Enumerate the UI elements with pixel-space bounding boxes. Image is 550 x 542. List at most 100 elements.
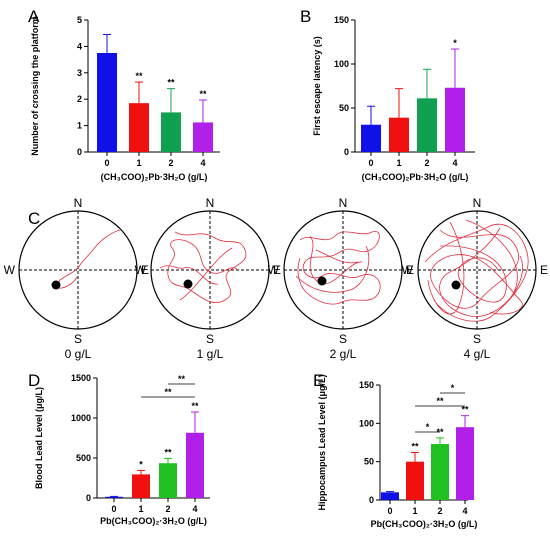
y-tick-label: 2 <box>77 94 82 104</box>
x-tick-label: 2 <box>168 158 173 168</box>
y-axis-title: First escape latency (s) <box>312 36 322 136</box>
x-tick-label: 2 <box>424 158 429 168</box>
comparison-label: ** <box>436 396 444 406</box>
y-tick-label: 50 <box>364 457 374 467</box>
y-axis-title: Blood Lead Level (μg/L) <box>34 387 44 489</box>
y-axis-title: Number of crossing the platform <box>30 16 40 156</box>
x-tick-label: 4 <box>200 158 205 168</box>
y-tick-label: 50 <box>339 103 349 113</box>
y-tick-label: 100 <box>359 418 374 428</box>
comparison-label: ** <box>164 387 172 397</box>
y-tick-label: 150 <box>334 15 349 25</box>
bar <box>193 122 213 152</box>
comparison-label: * <box>451 383 455 393</box>
south-label: S <box>339 332 347 346</box>
y-tick-label: 0 <box>344 147 349 157</box>
y-tick-label: 4 <box>77 41 82 51</box>
bar <box>97 53 117 152</box>
significance-label: ** <box>411 441 419 451</box>
bar <box>159 463 177 498</box>
y-tick-label: 1000 <box>71 413 91 423</box>
north-label: N <box>74 196 83 210</box>
south-label: S <box>206 332 214 346</box>
east-label: E <box>141 263 149 277</box>
maze-caption: 1 g/L <box>197 347 224 361</box>
x-tick-label: 4 <box>462 506 467 516</box>
y-tick-label: 1 <box>77 121 82 131</box>
x-tick-label: 1 <box>412 506 417 516</box>
panel-letter-d: D <box>28 371 40 390</box>
maze-caption: 0 g/L <box>65 347 92 361</box>
x-tick-label: 0 <box>111 504 116 514</box>
y-tick-label: 500 <box>76 453 91 463</box>
x-tick-label: 0 <box>387 506 392 516</box>
y-axis-title: Hippocampus Lead Level (μg/L) <box>317 374 327 510</box>
y-tick-label: 3 <box>77 68 82 78</box>
chart-d: 0 500 1000 1500 0 * 1 ** 2 ** 4 ** ** Blood Lead Leve… <box>34 373 210 526</box>
north-label: N <box>206 196 215 210</box>
significance-label: ** <box>167 78 175 88</box>
x-tick-label: 4 <box>192 504 197 514</box>
swim-track <box>57 229 121 289</box>
maze-0: N S W E 0 g/L <box>4 196 149 361</box>
significance-label: ** <box>461 405 469 415</box>
west-label: W <box>135 263 147 277</box>
y-tick-label: 0 <box>86 493 91 503</box>
bar <box>417 98 437 152</box>
east-label: E <box>273 263 281 277</box>
significance-label: ** <box>436 427 444 437</box>
x-tick-label: 1 <box>138 504 143 514</box>
north-label: N <box>473 196 482 210</box>
panel-letter-e: E <box>313 371 324 390</box>
x-axis-title: (CH₃COO)₂Pb·3H₂O (g/L) <box>362 172 469 182</box>
north-label: N <box>339 196 348 210</box>
significance-label: * <box>453 38 457 48</box>
x-tick-label: 1 <box>396 158 401 168</box>
bar <box>186 432 204 498</box>
significance-label: ** <box>164 447 172 457</box>
x-tick-label: 0 <box>368 158 373 168</box>
east-label: E <box>540 263 548 277</box>
swim-track <box>159 231 247 304</box>
significance-label: ** <box>199 89 207 99</box>
y-tick-label: 0 <box>369 495 374 505</box>
bar <box>431 444 449 500</box>
maze-panel: N S W E 0 g/L N S W E 1 g/L N S <box>4 196 548 361</box>
significance-label: ** <box>135 71 143 81</box>
bar <box>132 474 150 498</box>
west-label: W <box>268 263 280 277</box>
west-label: W <box>402 263 414 277</box>
west-label: W <box>4 263 16 277</box>
x-tick-label: 0 <box>104 158 109 168</box>
x-tick-label: 2 <box>165 504 170 514</box>
significance-label: * <box>139 459 143 469</box>
bar <box>389 117 409 152</box>
x-tick-label: 4 <box>452 158 457 168</box>
y-tick-label: 100 <box>334 59 349 69</box>
south-label: S <box>473 332 481 346</box>
panel-letter-c: C <box>28 209 40 228</box>
bar <box>456 427 474 500</box>
animal-position <box>451 280 461 290</box>
maze-1: N S W E 1 g/L <box>135 196 281 361</box>
chart-a: 0 1 2 3 4 5 0 ** 1 ** 2 ** 4 Number of crossing the p… <box>30 15 220 182</box>
animal-position <box>51 280 61 290</box>
chart-b: 0 50 100 150 0 1 2 * 4 First escape latency (s) (C… <box>312 15 475 182</box>
panel-letter-b: B <box>300 7 311 26</box>
significance-label: ** <box>191 401 199 411</box>
bar <box>361 124 381 152</box>
x-axis-title: Pb(CH₃COO)₂·3H₂O (g/L) <box>100 516 207 526</box>
bar <box>129 103 149 152</box>
maze-caption: 4 g/L <box>464 347 491 361</box>
maze-2: N S W E 2 g/L <box>268 196 414 361</box>
east-label: E <box>406 263 414 277</box>
maze-caption: 2 g/L <box>330 347 357 361</box>
x-axis-title: Pb(CH₃COO)₂·3H₂O (g/L) <box>371 519 478 529</box>
animal-position <box>183 279 193 289</box>
panel-letter-a: A <box>28 7 40 26</box>
comparison-label: * <box>426 422 430 432</box>
y-tick-label: 5 <box>77 15 82 25</box>
x-tick-label: 2 <box>437 506 442 516</box>
y-tick-label: 150 <box>359 380 374 390</box>
bar <box>445 87 465 152</box>
